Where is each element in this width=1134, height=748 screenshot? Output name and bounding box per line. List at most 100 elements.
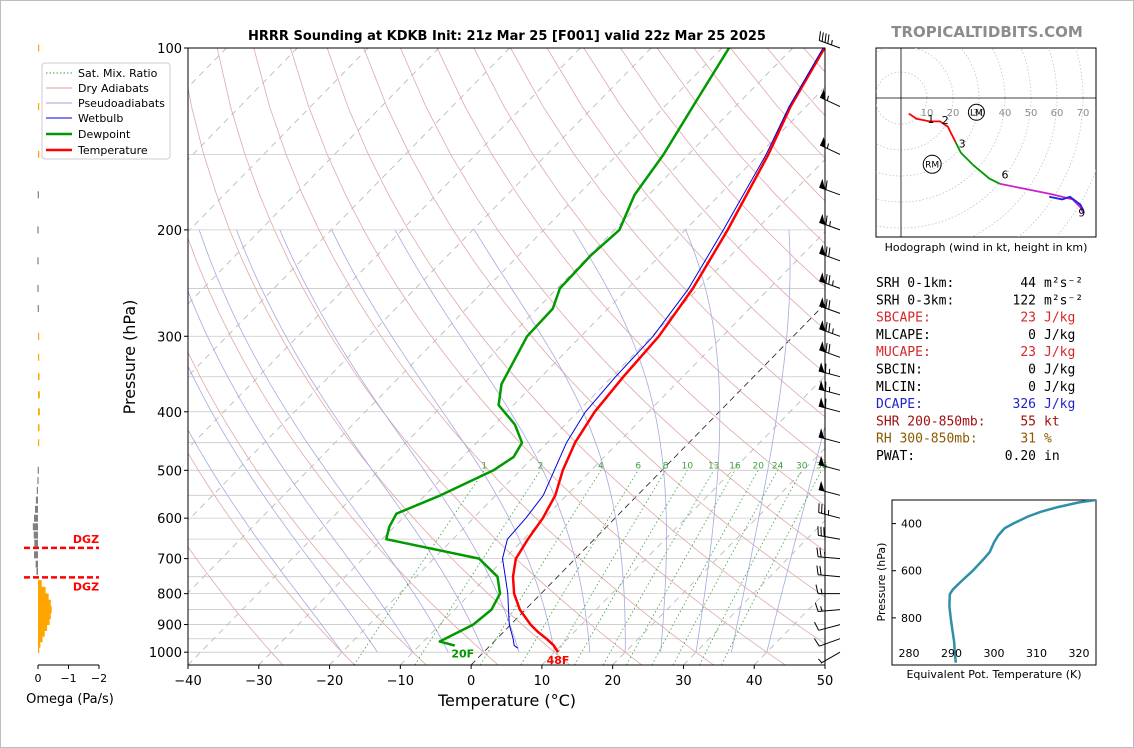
omega-bar <box>38 599 51 607</box>
temperature-tick-label: 40 <box>746 674 763 689</box>
mixing-ratio-label: 4 <box>598 461 604 471</box>
mixing-ratio-label: 24 <box>772 461 784 471</box>
wind-barb-half <box>820 606 823 612</box>
isotherm-line <box>188 48 510 377</box>
wind-barb-full <box>813 638 820 647</box>
wind-barb-half <box>832 280 834 286</box>
left-mover-marker <box>967 103 985 121</box>
mixing-ratio-line <box>550 470 666 665</box>
dry-adiabat-line <box>473 48 825 462</box>
wind-barb-flag <box>819 178 825 190</box>
wind-barb <box>814 602 841 612</box>
isotherm-line <box>188 48 581 449</box>
wind-barb-shaft <box>819 252 841 262</box>
dry-adiabat-line <box>188 546 284 665</box>
pressure-axis: 100 200 300 400 500 600 700 800 900 1000 <box>149 42 188 661</box>
pressure-tick-label: 1000 <box>149 646 182 661</box>
wind-barb-half <box>826 143 829 149</box>
index-value: 0 <box>1028 328 1036 343</box>
wind-barb-flag <box>819 297 825 308</box>
wind-barb-flag <box>819 244 825 256</box>
wind-barb-full <box>825 274 828 284</box>
index-value: 31 <box>1020 432 1036 447</box>
index-label: SRH 0-1km: <box>876 276 954 291</box>
wind-barb <box>816 547 841 560</box>
dry-adiabat-line <box>326 48 825 645</box>
theta-e-tick-label: 280 <box>899 647 920 660</box>
mixing-ratio-line <box>574 470 688 665</box>
pressure-tick-label: 900 <box>157 619 182 634</box>
omega-bar <box>38 103 40 111</box>
mixing-ratio-label: 20 <box>752 461 764 471</box>
isotherm-line <box>188 48 369 233</box>
wind-barb-flag <box>818 362 825 373</box>
wind-barb <box>813 638 841 647</box>
pressure-axis-label: Pressure (hPa) <box>120 300 139 415</box>
wind-barb-full <box>825 342 828 353</box>
wind-barb-flag <box>818 380 825 391</box>
hodograph-ring-label: 30 <box>973 108 986 119</box>
mixing-ratio-label: 8 <box>663 461 669 471</box>
omega-bar <box>37 284 39 292</box>
dry-adiabat-line <box>583 48 825 331</box>
sounding-wetbulb-line <box>502 48 824 649</box>
wind-barb-full <box>815 584 819 594</box>
omega-axis: 0 −1 −2 <box>35 665 107 685</box>
omega-bar <box>35 560 38 568</box>
index-value: 0.20 <box>1005 449 1036 464</box>
brand-watermark: TROPICALTIDBITS.COM <box>891 23 1083 41</box>
theta-e-tick-label: 290 <box>941 647 962 660</box>
moist-adiabat-line <box>572 229 667 653</box>
omega-bar <box>37 257 39 265</box>
hodograph-trace <box>908 112 957 143</box>
dry-adiabat-line <box>546 48 825 374</box>
theta-e-pressure-tick: 400 <box>901 518 922 531</box>
wind-barb-shaft <box>818 512 841 519</box>
moist-adiabat-line <box>331 229 555 653</box>
theta-e-y-axis: 400 600 800 <box>892 518 922 625</box>
theta-e-plot <box>948 500 1096 663</box>
wind-barb-full <box>827 34 830 44</box>
wind-barb <box>815 584 840 595</box>
dry-adiabat-line <box>188 351 427 665</box>
wind-barb <box>819 213 841 231</box>
omega-panel <box>24 44 99 654</box>
mixing-ratio-line <box>414 470 541 665</box>
wind-barb <box>819 178 841 196</box>
wind-barb-shaft <box>819 305 841 314</box>
omega-axis-label: Omega (Pa/s) <box>26 692 114 707</box>
hodograph-caption: Hodograph (wind in kt, height in km) <box>885 241 1088 254</box>
wind-barb-shaft <box>819 280 841 289</box>
hodograph-ring-label: 50 <box>1025 108 1038 119</box>
index-unit: J/kg <box>1044 328 1075 343</box>
right-mover-label: RM <box>925 160 939 170</box>
wind-barb-half <box>831 39 833 45</box>
wind-barb-half <box>818 658 823 664</box>
wind-barb-full <box>824 33 827 43</box>
pressure-tick-label: 800 <box>157 588 182 603</box>
wind-barb <box>818 362 841 378</box>
moist-adiabat-line <box>685 229 721 653</box>
pressure-tick-label: 300 <box>157 330 182 345</box>
temperature-tick-label: −20 <box>316 674 343 689</box>
index-label: RH 300-850mb: <box>876 432 978 447</box>
dgz-label: DGZ <box>73 580 99 593</box>
moist-adiabat-line <box>236 229 485 653</box>
temperature-tick-label: 20 <box>604 674 621 689</box>
wind-barb <box>818 397 841 413</box>
wind-barb-half <box>832 328 834 334</box>
omega-bar <box>38 629 45 637</box>
index-value: 23 <box>1020 311 1036 326</box>
wind-barb-full <box>828 323 831 333</box>
wind-barb <box>818 31 841 49</box>
wind-barb-shaft <box>819 40 841 49</box>
legend-label: Dewpoint <box>78 128 131 141</box>
skewt-plot-frame <box>187 47 826 666</box>
mixing-ratio-label: 16 <box>729 461 741 471</box>
temperature-tick-label: −30 <box>245 674 272 689</box>
omega-bar <box>32 523 38 531</box>
wind-barb <box>817 526 841 540</box>
wind-barb-full <box>819 547 822 557</box>
legend-label: Sat. Mix. Ratio <box>78 67 158 80</box>
hodograph-height-label: 1 <box>927 113 934 126</box>
